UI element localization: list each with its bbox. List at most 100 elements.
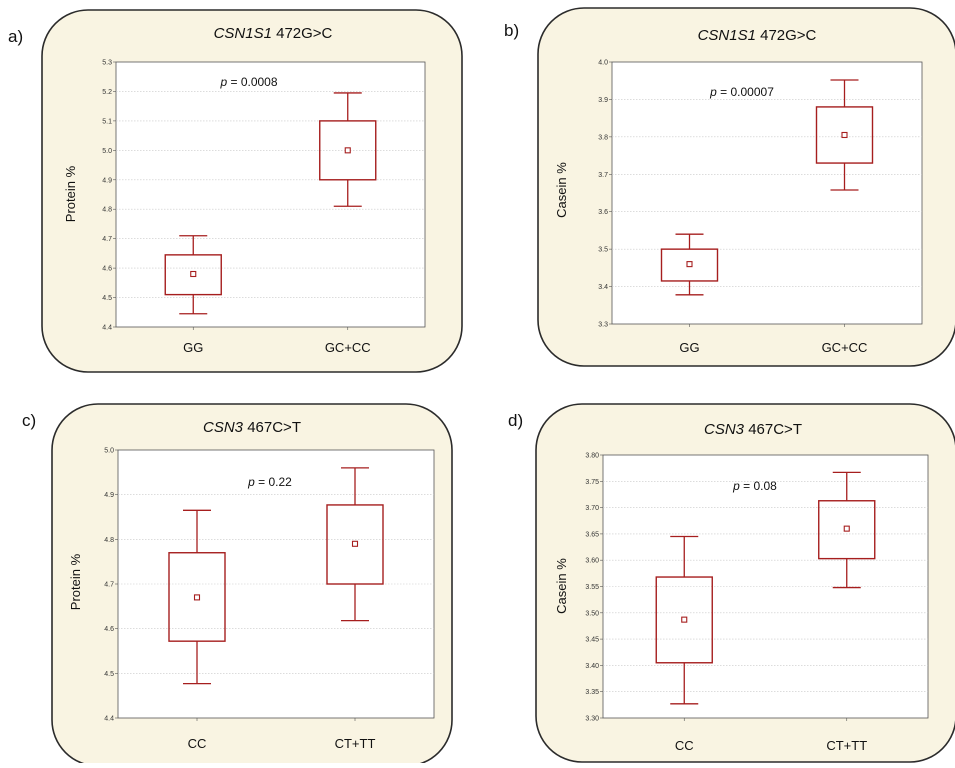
x-category-label: CT+TT	[826, 738, 867, 753]
panel-letter: b)	[504, 21, 519, 40]
box-1	[660, 248, 719, 282]
y-tick-label: 4.9	[104, 492, 114, 499]
y-tick-label: 3.60	[585, 558, 599, 565]
p-value-annotation: p = 0.00007	[709, 85, 774, 99]
y-tick-label: 4.8	[102, 207, 112, 214]
title-gene: CSN1S1	[214, 25, 272, 42]
y-tick-label: 3.5	[598, 247, 608, 254]
box-2	[818, 500, 876, 560]
chart-panel-3: c) CSN3 467C>T 4.4 4.5 4.6 4.7 4.8 4.9 5.0 Protei…	[22, 403, 453, 767]
title-variant: 467C>T	[243, 419, 301, 436]
y-tick-label: 4.5	[104, 671, 114, 678]
y-tick-label: 4.6	[104, 626, 114, 633]
y-tick-label: 4.4	[104, 716, 114, 723]
plot-area	[115, 61, 426, 328]
x-category-label: GC+CC	[822, 340, 868, 355]
y-axis-label: Casein %	[554, 162, 569, 218]
y-tick-label: 4.7	[104, 582, 114, 589]
y-tick-label: 4.9	[102, 177, 112, 184]
y-tick-label: 3.45	[585, 637, 599, 644]
chart-panel-4: d) CSN3 467C>T 3.30 3.35 3.40 3.45 3.50 3.55 3.6…	[508, 403, 955, 763]
title-variant: 472G>C	[272, 25, 333, 42]
y-tick-label: 3.40	[585, 663, 599, 670]
y-tick-label: 3.7	[598, 172, 608, 179]
y-tick-label: 5.3	[102, 60, 112, 67]
plot-area	[117, 449, 435, 719]
title-variant: 472G>C	[756, 27, 817, 44]
x-category-label: CC	[675, 738, 694, 753]
y-tick-label: 4.5	[102, 295, 112, 302]
p-symbol: p	[247, 475, 255, 489]
y-tick-label: 5.0	[104, 448, 114, 455]
y-tick-label: 3.80	[585, 453, 599, 460]
mean-marker	[841, 131, 848, 139]
panel-letter: a)	[8, 27, 23, 46]
chart-title: CSN3 467C>T	[704, 421, 802, 438]
y-tick-label: 3.75	[585, 479, 599, 486]
x-category-label: GG	[183, 340, 203, 355]
y-tick-label: 3.50	[585, 610, 599, 617]
box-2	[326, 504, 384, 585]
p-symbol: p	[219, 75, 227, 89]
chart-title: CSN1S1 472G>C	[698, 27, 817, 44]
p-value-annotation: p = 0.0008	[219, 75, 277, 89]
y-axis-label: Protein %	[68, 553, 83, 610]
box-1	[655, 576, 713, 664]
title-gene: CSN3	[203, 419, 244, 436]
x-category-label: GG	[679, 340, 699, 355]
y-tick-label: 3.9	[598, 97, 608, 104]
chart-title: CSN1S1 472G>C	[214, 25, 333, 42]
p-value: = 0.00007	[717, 85, 774, 99]
p-value-annotation: p = 0.22	[247, 475, 292, 489]
p-value: = 0.22	[255, 475, 292, 489]
mean-marker	[843, 525, 850, 532]
box-1	[168, 552, 226, 642]
y-tick-label: 4.4	[102, 325, 112, 332]
y-tick-label: 3.30	[585, 716, 599, 723]
p-value: = 0.0008	[227, 75, 278, 89]
y-tick-label: 5.2	[102, 89, 112, 96]
panel-letter: c)	[22, 411, 36, 430]
title-gene: CSN1S1	[698, 27, 756, 44]
y-tick-label: 5.1	[102, 118, 112, 125]
chart-title: CSN3 467C>T	[203, 419, 301, 436]
title-gene: CSN3	[704, 421, 745, 438]
x-category-label: CT+TT	[335, 736, 376, 751]
box-1	[164, 254, 222, 296]
mean-marker	[344, 147, 351, 154]
box-2	[815, 106, 874, 164]
y-tick-label: 4.0	[598, 60, 608, 67]
y-tick-label: 4.8	[104, 537, 114, 544]
y-tick-label: 5.0	[102, 148, 112, 155]
title-variant: 467C>T	[744, 421, 802, 438]
y-tick-label: 3.65	[585, 531, 599, 538]
y-axis-label: Protein %	[63, 165, 78, 222]
p-value-annotation: p = 0.08	[732, 479, 777, 493]
y-tick-label: 4.6	[102, 266, 112, 273]
chart-panel-1: a) CSN1S1 472G>C 4.4 4.5 4.6 4.7 4.8 4.9 5.0 5.1 5…	[8, 9, 463, 373]
y-tick-label: 4.7	[102, 236, 112, 243]
mean-marker	[351, 540, 359, 547]
plot-area	[611, 61, 923, 325]
mean-marker	[190, 270, 197, 278]
chart-panel-2: b) CSN1S1 472G>C 3.3 3.4 3.5 3.6 3.7 3.8 3.9 4.0 C…	[504, 7, 955, 367]
mean-marker	[686, 261, 693, 268]
x-category-label: GC+CC	[325, 340, 371, 355]
y-tick-label: 3.35	[585, 689, 599, 696]
mean-marker	[193, 594, 201, 601]
mean-marker	[681, 616, 688, 623]
p-value: = 0.08	[740, 479, 777, 493]
y-axis-label: Casein %	[554, 558, 569, 614]
panel-letter: d)	[508, 411, 523, 430]
y-tick-label: 3.8	[598, 134, 608, 141]
p-symbol: p	[732, 479, 740, 493]
y-tick-label: 3.3	[598, 322, 608, 329]
box-2	[319, 120, 377, 181]
y-tick-label: 3.55	[585, 584, 599, 591]
y-tick-label: 3.4	[598, 284, 608, 291]
p-symbol: p	[709, 85, 717, 99]
y-tick-label: 3.70	[585, 505, 599, 512]
x-category-label: CC	[188, 736, 207, 751]
